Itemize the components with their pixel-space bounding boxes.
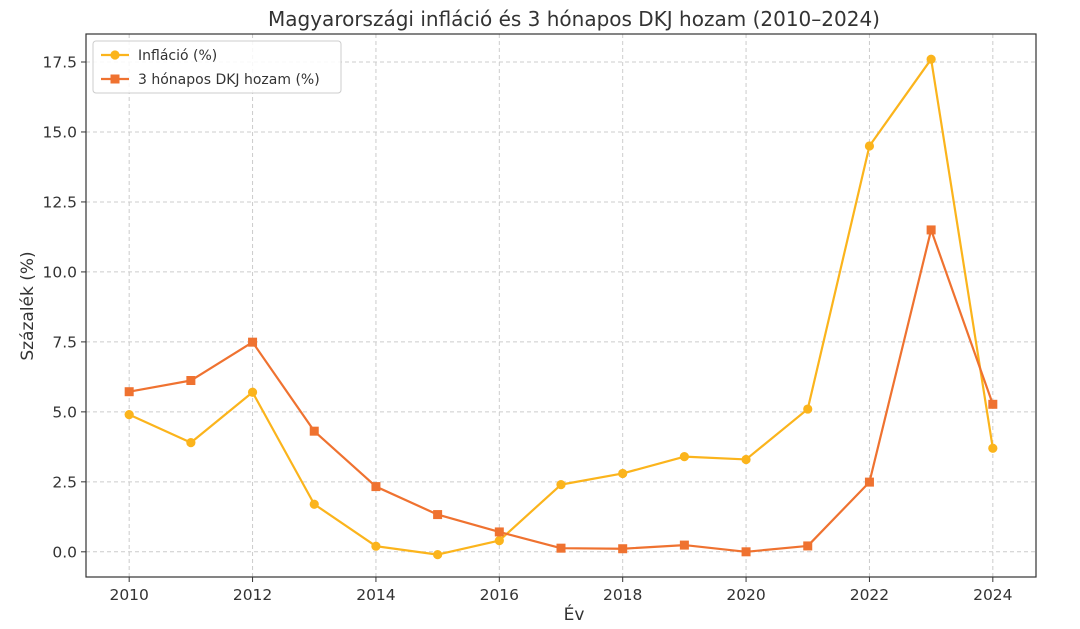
legend-marker <box>110 74 120 84</box>
data-point <box>124 387 134 397</box>
x-tick-label: 2022 <box>850 586 889 604</box>
data-point <box>679 452 689 462</box>
series-2 <box>124 225 998 557</box>
series-1 <box>124 54 998 560</box>
data-point <box>371 541 381 551</box>
data-point <box>247 387 258 397</box>
data-point <box>926 54 936 64</box>
legend-label: 3 hónapos DKJ hozam (%) <box>138 72 320 88</box>
data-point <box>988 443 998 453</box>
x-tick-label: 2016 <box>480 586 519 604</box>
data-point <box>309 426 319 436</box>
y-tick-label: 17.5 <box>42 53 77 71</box>
y-axis-label: Százalék (%) <box>18 251 38 360</box>
data-point <box>864 141 875 151</box>
legend-entry: 3 hónapos DKJ hozam (%) <box>101 72 320 88</box>
data-point <box>988 399 998 409</box>
axes: 2010 2012 2014 2016 2018 2020 2022 2024 0.0 2.5 5.… <box>42 53 1012 604</box>
plot-frame <box>85 33 1037 578</box>
x-tick-label: 2020 <box>726 586 765 604</box>
data-point <box>679 540 689 550</box>
data-point <box>618 468 628 479</box>
x-axis-label: Év <box>564 603 585 625</box>
legend-label: Infláció (%) <box>138 48 217 64</box>
data-point <box>803 541 813 551</box>
grid <box>86 34 1036 577</box>
y-tick-label: 5.0 <box>52 403 77 421</box>
data-point <box>494 536 504 546</box>
data-point <box>248 337 258 347</box>
data-point <box>124 410 134 420</box>
data-point <box>926 225 936 235</box>
data-point <box>433 550 443 560</box>
data-point <box>371 482 381 492</box>
data-point <box>186 376 196 386</box>
data-point <box>803 404 813 414</box>
data-point <box>494 527 504 537</box>
chart-title: Magyarországi infláció és 3 hónapos DKJ … <box>268 7 880 31</box>
legend-entry: Infláció (%) <box>101 48 217 64</box>
data-point <box>556 543 566 553</box>
x-tick-label: 2012 <box>233 586 272 604</box>
y-tick-label: 10.0 <box>42 263 77 281</box>
data-point <box>556 480 566 490</box>
y-tick-label: 0.0 <box>52 543 77 561</box>
series-layer <box>124 54 998 560</box>
legend-marker <box>110 50 120 60</box>
x-tick-label: 2010 <box>109 586 148 604</box>
data-point <box>741 454 751 465</box>
series-line <box>128 228 994 553</box>
data-point <box>186 438 196 448</box>
data-point <box>618 544 628 554</box>
x-tick-label: 2018 <box>603 586 642 604</box>
data-point <box>864 477 874 487</box>
y-tick-label: 7.5 <box>52 333 77 351</box>
data-point <box>433 510 443 520</box>
data-point <box>309 499 319 509</box>
y-tick-label: 15.0 <box>42 123 77 141</box>
x-tick-label: 2014 <box>356 586 395 604</box>
data-point <box>741 547 751 557</box>
y-tick-label: 2.5 <box>52 473 77 491</box>
y-tick-label: 12.5 <box>42 193 77 211</box>
legend: Infláció (%) 3 hónapos DKJ hozam (%) <box>92 40 342 94</box>
legend-box <box>92 40 342 94</box>
x-tick-label: 2024 <box>973 586 1012 604</box>
